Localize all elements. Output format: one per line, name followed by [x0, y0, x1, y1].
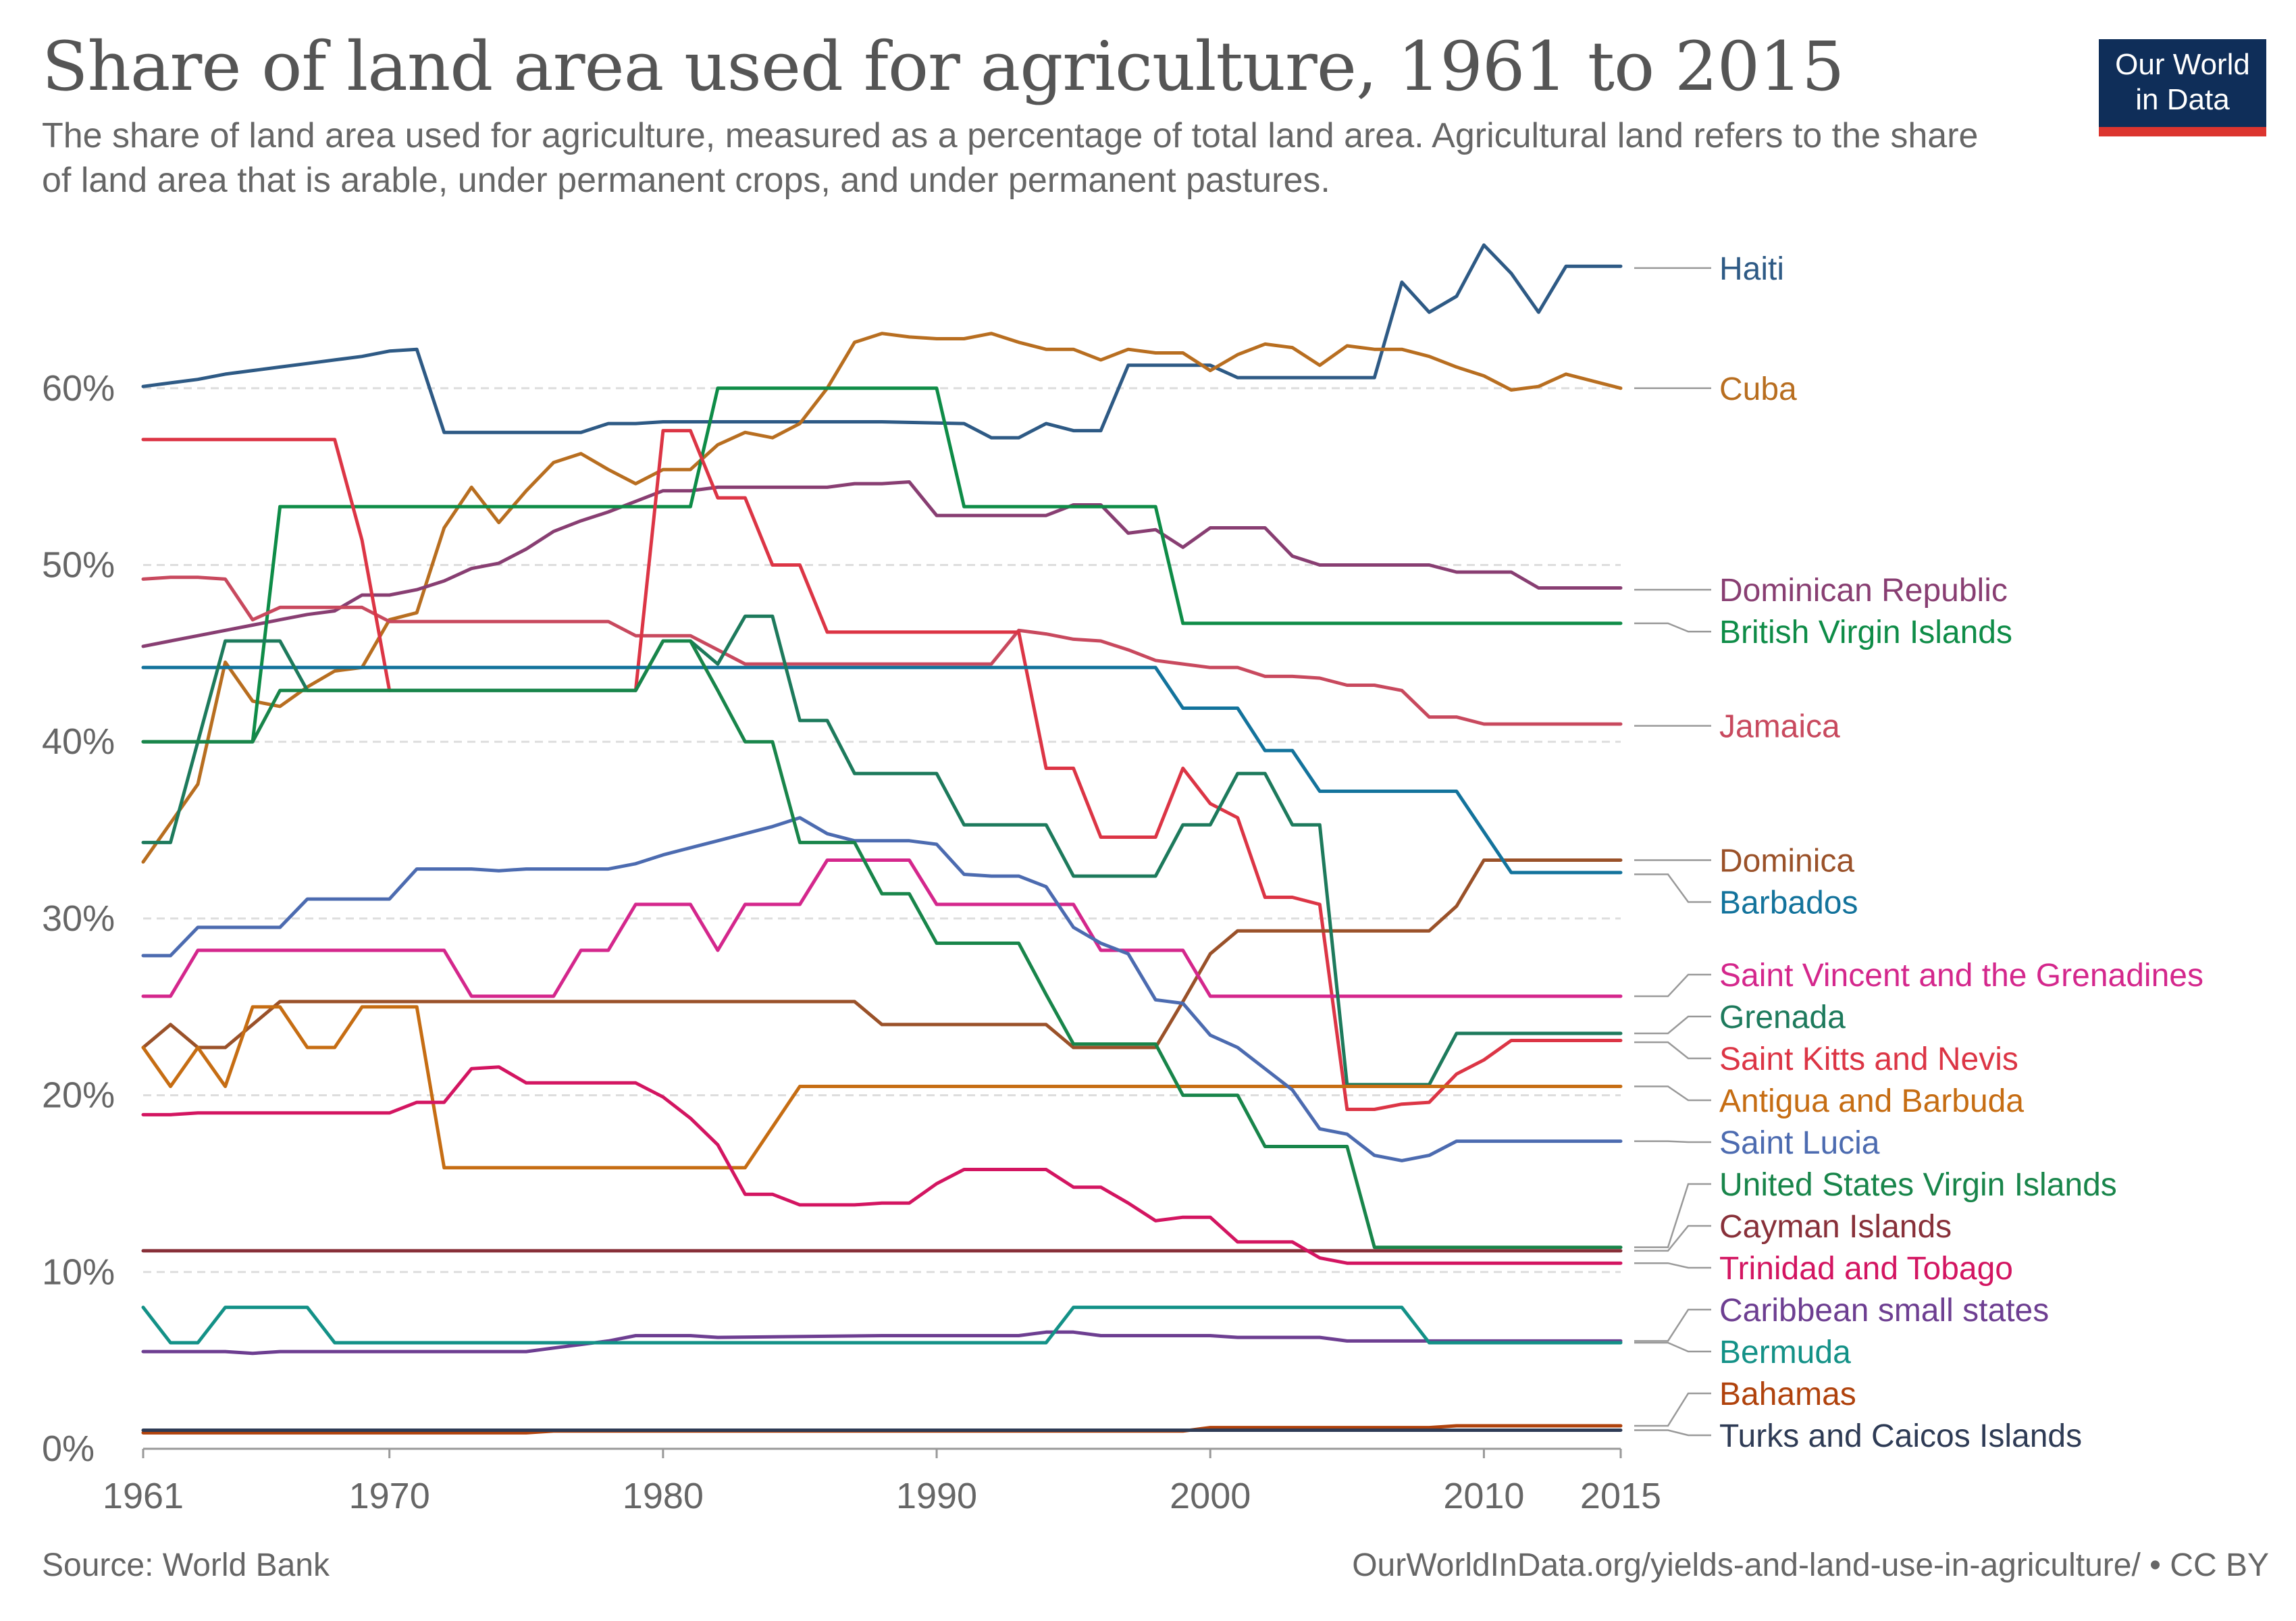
series-line-grenada [141, 614, 1623, 1087]
series-line-trinidad-and-tobago [141, 1065, 1623, 1265]
leader-line-caribbean-small-states [1634, 1308, 1711, 1342]
leader-line-saint-kitts-and-nevis [1634, 1041, 1711, 1060]
series-line-haiti [141, 243, 1623, 440]
series-label-haiti: Haiti [1719, 251, 1784, 287]
leader-line-grenada [1634, 1015, 1711, 1035]
chart-title: Share of land area used for agriculture,… [42, 27, 1845, 106]
series-label-dominica: Dominica [1719, 844, 1854, 879]
leader-line-barbados [1634, 873, 1711, 903]
leader-line-trinidad-and-tobago [1634, 1262, 1711, 1269]
series-label-cuba: Cuba [1719, 371, 1797, 407]
series-label-saint-lucia: Saint Lucia [1719, 1125, 1880, 1161]
y-tick-label: 50% [42, 545, 115, 586]
series-line-jamaica [141, 575, 1623, 726]
chart-subtitle: The share of land area used for agricult… [42, 116, 1979, 200]
axes: 0% 10% 20% 30% 40% 50% 60% 1961 1970 1980 1990 2000… [42, 368, 1661, 1516]
logo-line-2: in Data [2135, 83, 2230, 116]
leader-line-saint-vincent-and-the-grenadines [1634, 973, 1711, 998]
series-label-bahamas: Bahamas [1719, 1376, 1856, 1412]
series-label-antigua-and-barbuda: Antigua and Barbuda [1719, 1083, 2024, 1119]
series-line-barbados [141, 665, 1623, 875]
leader-line-bermuda [1634, 1341, 1711, 1353]
x-tick-label: 1961 [103, 1476, 184, 1516]
series-label-british-virgin-islands: British Virgin Islands [1719, 615, 2012, 650]
series-label-united-states-virgin-islands: United States Virgin Islands [1719, 1167, 2117, 1203]
series-line-british-virgin-islands [141, 386, 1623, 744]
leader-line-united-states-virgin-islands [1634, 1183, 1711, 1248]
y-tick-label: 20% [42, 1075, 115, 1116]
x-tick-label: 2000 [1170, 1476, 1251, 1516]
y-tick-label: 40% [42, 721, 115, 762]
series-label-cayman-islands: Cayman Islands [1719, 1209, 1952, 1245]
series-line-caribbean-small-states [141, 1330, 1623, 1356]
series-line-antigua-and-barbuda [141, 1005, 1623, 1170]
series-line-saint-kitts-and-nevis [141, 438, 392, 692]
series-line-saint-lucia [141, 816, 1623, 1162]
logo-accent-bar [2099, 127, 2266, 136]
y-tick-label: 60% [42, 368, 115, 409]
series-line-united-states-virgin-islands [141, 639, 1623, 1250]
series-label-turks-and-caicos-islands: Turks and Caicos Islands [1719, 1418, 2082, 1454]
source-note: Source: World Bank [42, 1547, 330, 1583]
series-label-bermuda: Bermuda [1719, 1335, 1851, 1370]
series-label-grenada: Grenada [1719, 1000, 1846, 1035]
grid-lines [143, 387, 1621, 1273]
leader-line-bahamas [1634, 1392, 1711, 1427]
series-label-barbados: Barbados [1719, 885, 1858, 921]
series-line-saint-vincent-and-the-grenadines [141, 858, 1623, 998]
owid-logo[interactable]: Our World in Data [2099, 39, 2266, 136]
x-tick-label: 2015 [1580, 1476, 1661, 1516]
leader-line-antigua-and-barbuda [1634, 1085, 1711, 1102]
logo-line-1: Our World [2115, 48, 2250, 81]
y-tick-label: 30% [42, 898, 115, 939]
series-line-saint-kitts-and-nevis [633, 429, 1623, 1111]
series-label-trinidad-and-tobago: Trinidad and Tobago [1719, 1251, 2013, 1287]
y-tick-label: 10% [42, 1252, 115, 1292]
series-lines [141, 243, 1623, 1435]
series-label-saint-kitts-and-nevis: Saint Kitts and Nevis [1719, 1041, 2018, 1077]
series-label-jamaica: Jamaica [1719, 709, 1840, 745]
x-tick-label: 2010 [1443, 1476, 1524, 1516]
series-label-dominican-republic: Dominican Republic [1719, 573, 2008, 609]
series-line-cuba [141, 332, 1623, 864]
series-line-bermuda [141, 1306, 1623, 1345]
leader-line-british-virgin-islands [1634, 622, 1711, 633]
series-line-dominica [141, 858, 1623, 1050]
x-tick-label: 1980 [623, 1476, 704, 1516]
leader-line-turks-and-caicos-islands [1634, 1429, 1711, 1437]
series-labels: Haiti Cuba Dominican Republic British Virgi… [1634, 251, 2203, 1454]
x-tick-label: 1970 [349, 1476, 430, 1516]
series-label-saint-vincent-and-the-grenadines: Saint Vincent and the Grenadines [1719, 958, 2203, 994]
y-tick-label: 0% [42, 1429, 95, 1469]
x-tick-label: 1990 [896, 1476, 977, 1516]
series-label-caribbean-small-states: Caribbean small states [1719, 1293, 2049, 1329]
leader-line-saint-lucia [1634, 1140, 1711, 1143]
source-url[interactable]: OurWorldInData.org/yields-and-land-use-i… [1352, 1547, 2269, 1583]
series-line-dominican-republic [141, 480, 1623, 648]
leader-line-cayman-islands [1634, 1225, 1711, 1252]
